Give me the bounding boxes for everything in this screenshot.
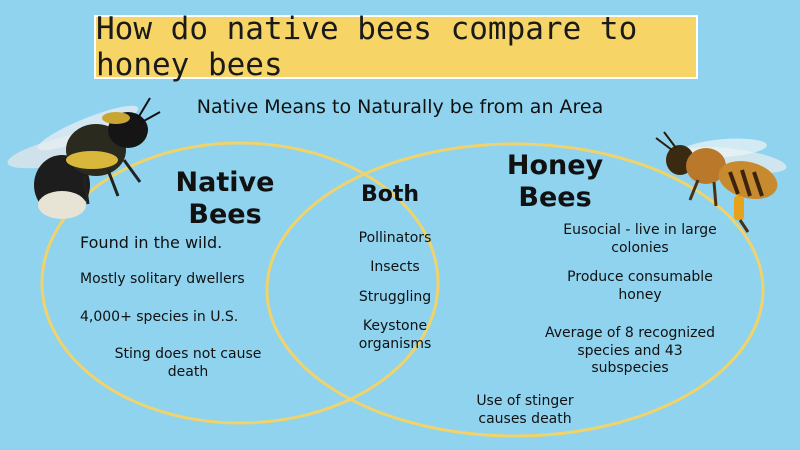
native-heading-line2: Bees: [188, 199, 262, 231]
bumblebee-icon: [7, 97, 161, 219]
both-heading: Both: [360, 182, 420, 207]
honey-heading-line2: Bees: [518, 182, 592, 214]
native-bees-heading: Native Bees: [170, 167, 280, 232]
both-item-1: Pollinators: [358, 230, 432, 246]
honeybee-icon: [655, 131, 787, 233]
subtitle: Native Means to Naturally be from an Are…: [196, 96, 604, 118]
honey-bees-heading: Honey Bees: [500, 150, 610, 215]
honey-item-3: Average of 8 recognized species and 43 s…: [544, 325, 716, 376]
honey-item-1: Eusocial - live in large colonies: [563, 222, 717, 256]
title-banner: How do native bees compare to honey bees: [94, 11, 698, 83]
honey-item-2: Produce consumable honey: [567, 269, 713, 303]
native-ellipse: [40, 141, 440, 425]
honey-ellipse: [265, 142, 765, 438]
native-item-1: Found in the wild.: [80, 233, 223, 252]
both-item-2: Insects: [370, 259, 420, 275]
native-heading-line1: Native: [175, 167, 275, 198]
native-item-2: Mostly solitary dwellers: [80, 271, 245, 287]
both-item-3: Struggling: [358, 289, 432, 305]
both-item-4: Keystone organisms: [358, 318, 432, 352]
honey-item-4: Use of stinger causes death: [476, 393, 574, 427]
honey-heading-line1: Honey: [506, 150, 604, 181]
page-title: How do native bees compare to honey bees: [96, 11, 638, 83]
native-item-3: 4,000+ species in U.S.: [80, 309, 239, 325]
native-item-4: Sting does not cause death: [114, 346, 262, 380]
